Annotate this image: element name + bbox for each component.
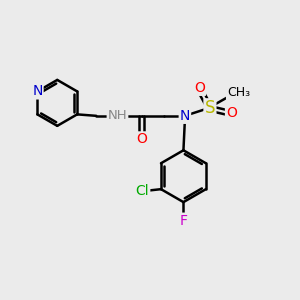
Text: NH: NH (108, 109, 127, 122)
Text: O: O (194, 81, 205, 95)
Text: S: S (205, 100, 215, 118)
Text: CH₃: CH₃ (227, 86, 250, 99)
Text: N: N (180, 109, 190, 123)
Text: N: N (32, 84, 43, 98)
Text: O: O (136, 132, 147, 146)
Text: F: F (179, 214, 188, 228)
Text: Cl: Cl (136, 184, 149, 198)
Text: O: O (226, 106, 237, 120)
